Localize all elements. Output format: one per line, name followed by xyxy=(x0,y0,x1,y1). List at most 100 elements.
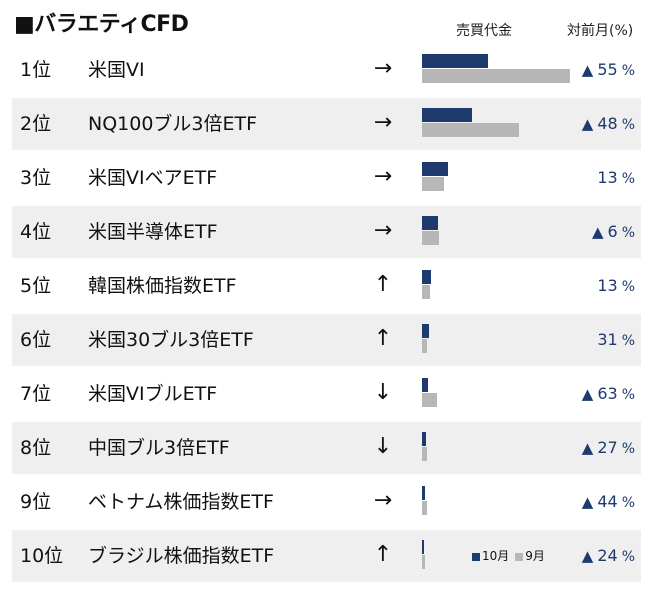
volume-bars xyxy=(422,152,582,204)
bar-sep xyxy=(422,501,427,515)
instrument-name: NQ100ブル3倍ETF xyxy=(88,113,258,135)
percent-unit: % xyxy=(621,279,635,295)
change-number: 55 xyxy=(597,60,618,79)
rank-label: 5位 xyxy=(20,275,52,297)
up-triangle-icon: ▲ xyxy=(581,439,594,457)
change-column-header: 対前月(%) xyxy=(567,23,634,39)
volume-bars xyxy=(422,206,582,258)
rank-trend-arrow-icon: → xyxy=(373,164,393,189)
rank-trend-arrow-icon: ↓ xyxy=(373,380,393,405)
up-triangle-icon: ▲ xyxy=(581,115,594,133)
rank-trend-arrow-icon: → xyxy=(373,218,393,243)
change-number: 31 xyxy=(597,330,618,349)
change-number: 6 xyxy=(607,222,618,241)
change-value: 13% xyxy=(597,152,635,204)
change-number: 13 xyxy=(597,276,618,295)
bar-oct xyxy=(422,486,425,500)
change-number: 48 xyxy=(597,114,618,133)
change-number: 13 xyxy=(597,168,618,187)
bar-sep xyxy=(422,285,430,299)
bar-oct xyxy=(422,432,426,446)
rank-trend-arrow-icon: ↑ xyxy=(373,542,393,567)
percent-unit: % xyxy=(621,495,635,511)
volume-bars xyxy=(422,44,582,96)
instrument-name: 中国ブル3倍ETF xyxy=(88,437,230,459)
instrument-name: 米国VIベアETF xyxy=(88,167,218,189)
percent-unit: % xyxy=(621,387,635,403)
instrument-name: 韓国株価指数ETF xyxy=(88,275,237,297)
rank-label: 10位 xyxy=(20,545,64,567)
volume-bars xyxy=(422,260,582,312)
change-number: 44 xyxy=(597,492,618,511)
up-triangle-icon: ▲ xyxy=(591,223,604,241)
bar-sep xyxy=(422,393,437,407)
rank-label: 4位 xyxy=(20,221,52,243)
volume-bars xyxy=(422,314,582,366)
table-row: 8位 中国ブル3倍ETF ↓ ▲ 27% xyxy=(12,422,641,474)
instrument-name: 米国VIブルETF xyxy=(88,383,218,405)
percent-unit: % xyxy=(621,333,635,349)
volume-bars xyxy=(422,422,582,474)
change-value: 31% xyxy=(597,314,635,366)
table-row: 2位 NQ100ブル3倍ETF → ▲ 48% xyxy=(12,98,641,150)
instrument-name: 米国30ブル3倍ETF xyxy=(88,329,254,351)
bar-sep xyxy=(422,555,425,569)
bar-oct xyxy=(422,324,429,338)
percent-unit: % xyxy=(621,549,635,565)
bar-sep xyxy=(422,69,570,83)
bar-sep xyxy=(422,177,444,191)
change-value: ▲ 27% xyxy=(582,422,635,474)
bar-oct xyxy=(422,540,424,554)
bar-oct xyxy=(422,216,438,230)
up-triangle-icon: ▲ xyxy=(581,547,594,565)
change-number: 63 xyxy=(597,384,618,403)
instrument-name: 米国VI xyxy=(88,59,145,81)
percent-unit: % xyxy=(621,63,635,79)
rank-trend-arrow-icon: ↓ xyxy=(373,434,393,459)
rank-trend-arrow-icon: ↑ xyxy=(373,272,393,297)
page-title: ■バラエティCFD xyxy=(14,12,189,37)
volume-bars xyxy=(422,98,582,150)
rank-label: 9位 xyxy=(20,491,52,513)
rank-label: 8位 xyxy=(20,437,52,459)
rank-label: 3位 xyxy=(20,167,52,189)
table-row: 3位 米国VIベアETF → 13% xyxy=(12,152,641,204)
volume-column-header: 売買代金 xyxy=(456,23,512,39)
rank-trend-arrow-icon: → xyxy=(373,56,393,81)
bar-sep xyxy=(422,123,519,137)
table-row: 6位 米国30ブル3倍ETF ↑ 31% xyxy=(12,314,641,366)
percent-unit: % xyxy=(621,117,635,133)
volume-bars xyxy=(422,476,582,528)
percent-unit: % xyxy=(621,225,635,241)
change-value: 13% xyxy=(597,260,635,312)
up-triangle-icon: ▲ xyxy=(581,61,594,79)
instrument-name: ブラジル株価指数ETF xyxy=(88,545,275,567)
bar-sep xyxy=(422,339,427,353)
change-value: ▲ 24% xyxy=(582,530,635,582)
bar-oct xyxy=(422,378,428,392)
bar-oct xyxy=(422,54,488,68)
rank-label: 1位 xyxy=(20,59,52,81)
legend-label-sep: 9月 xyxy=(525,549,545,563)
change-value: ▲ 63% xyxy=(582,368,635,420)
legend-swatch-oct xyxy=(472,552,480,561)
table-row: 4位 米国半導体ETF → ▲ 6% xyxy=(12,206,641,258)
volume-bars xyxy=(422,530,582,582)
bar-oct xyxy=(422,162,448,176)
table-row: 7位 米国VIブルETF ↓ ▲ 63% xyxy=(12,368,641,420)
rank-label: 2位 xyxy=(20,113,52,135)
instrument-name: 米国半導体ETF xyxy=(88,221,218,243)
legend-label-oct: 10月 xyxy=(482,549,510,563)
bar-oct xyxy=(422,108,472,122)
change-value: ▲ 48% xyxy=(582,98,635,150)
table-row: 5位 韓国株価指数ETF ↑ 13% xyxy=(12,260,641,312)
bar-sep xyxy=(422,231,439,245)
instrument-name: ベトナム株価指数ETF xyxy=(88,491,274,513)
rank-trend-arrow-icon: → xyxy=(373,488,393,513)
percent-unit: % xyxy=(621,171,635,187)
rank-label: 6位 xyxy=(20,329,52,351)
chart-legend: 10月 9月 xyxy=(472,530,551,582)
table-row: 1位 米国VI → ▲ 55% xyxy=(12,44,641,96)
volume-bars xyxy=(422,368,582,420)
change-number: 24 xyxy=(597,546,618,565)
